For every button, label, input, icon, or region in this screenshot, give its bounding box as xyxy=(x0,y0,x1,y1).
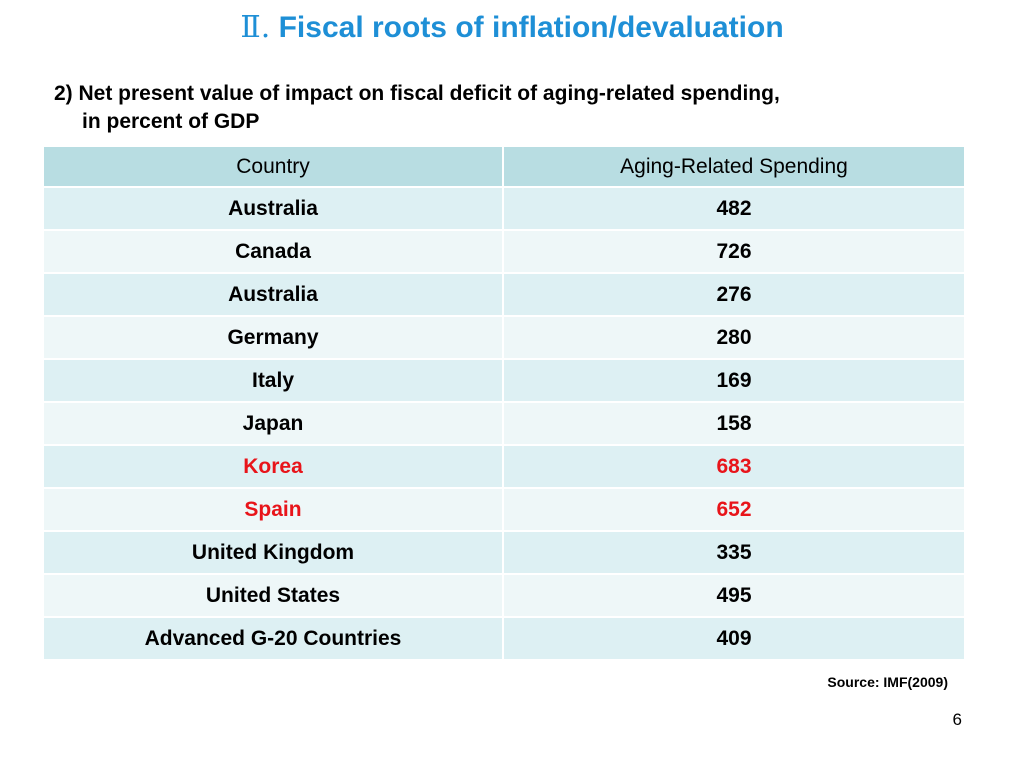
country-cell: United Kingdom xyxy=(42,530,504,575)
title-text: Fiscal roots of inflation/devaluation xyxy=(278,11,784,44)
source-note: Source: IMF(2009) xyxy=(827,674,948,690)
spending-value-cell: 495 xyxy=(502,573,966,618)
spending-value-cell: 280 xyxy=(502,315,966,360)
table-row: Germany 280 xyxy=(42,315,966,360)
table-row: Spain 652 xyxy=(42,487,966,532)
page-number: 6 xyxy=(952,710,962,729)
table-row: Italy 169 xyxy=(42,358,966,403)
table-row: United States 495 xyxy=(42,573,966,618)
table-row: United Kingdom 335 xyxy=(42,530,966,575)
spending-value-cell: 158 xyxy=(502,401,966,446)
table-header-row: Country Aging-Related Spending xyxy=(42,145,966,188)
title-section-numeral: Ⅱ. xyxy=(240,10,271,45)
country-cell: Australia xyxy=(42,272,504,317)
spending-value-cell: 335 xyxy=(502,530,966,575)
country-cell: Korea xyxy=(42,444,504,489)
table-row: Korea 683 xyxy=(42,444,966,489)
country-cell: Germany xyxy=(42,315,504,360)
subtitle-line-2: in percent of GDP xyxy=(82,110,260,133)
spending-value-cell: 726 xyxy=(502,229,966,274)
slide-title: Ⅱ. Fiscal roots of inflation/devaluation xyxy=(0,10,1024,46)
country-cell: Canada xyxy=(42,229,504,274)
country-cell: United States xyxy=(42,573,504,618)
spending-value-cell: 409 xyxy=(502,616,966,661)
aging-spending-table: Country Aging-Related Spending Australia… xyxy=(42,145,966,661)
table-row: Canada 726 xyxy=(42,229,966,274)
header-country: Country xyxy=(42,145,504,188)
spending-value-cell: 276 xyxy=(502,272,966,317)
header-aging-related-spending: Aging-Related Spending xyxy=(502,145,966,188)
table-row: Australia 482 xyxy=(42,186,966,231)
slide-subtitle: 2) Net present value of impact on fiscal… xyxy=(54,80,974,136)
spending-value-cell: 652 xyxy=(502,487,966,532)
table-row: Japan 158 xyxy=(42,401,966,446)
table-row: Australia 276 xyxy=(42,272,966,317)
table-body: Australia 482 Canada 726 Australia 276 Germany… xyxy=(42,186,966,661)
country-cell: Italy xyxy=(42,358,504,403)
spending-value-cell: 683 xyxy=(502,444,966,489)
subtitle-line-1: 2) Net present value of impact on fiscal… xyxy=(54,82,780,105)
country-cell: Advanced G-20 Countries xyxy=(42,616,504,661)
table-row: Advanced G-20 Countries 409 xyxy=(42,616,966,661)
country-cell: Australia xyxy=(42,186,504,231)
spending-value-cell: 482 xyxy=(502,186,966,231)
country-cell: Spain xyxy=(42,487,504,532)
country-cell: Japan xyxy=(42,401,504,446)
spending-value-cell: 169 xyxy=(502,358,966,403)
